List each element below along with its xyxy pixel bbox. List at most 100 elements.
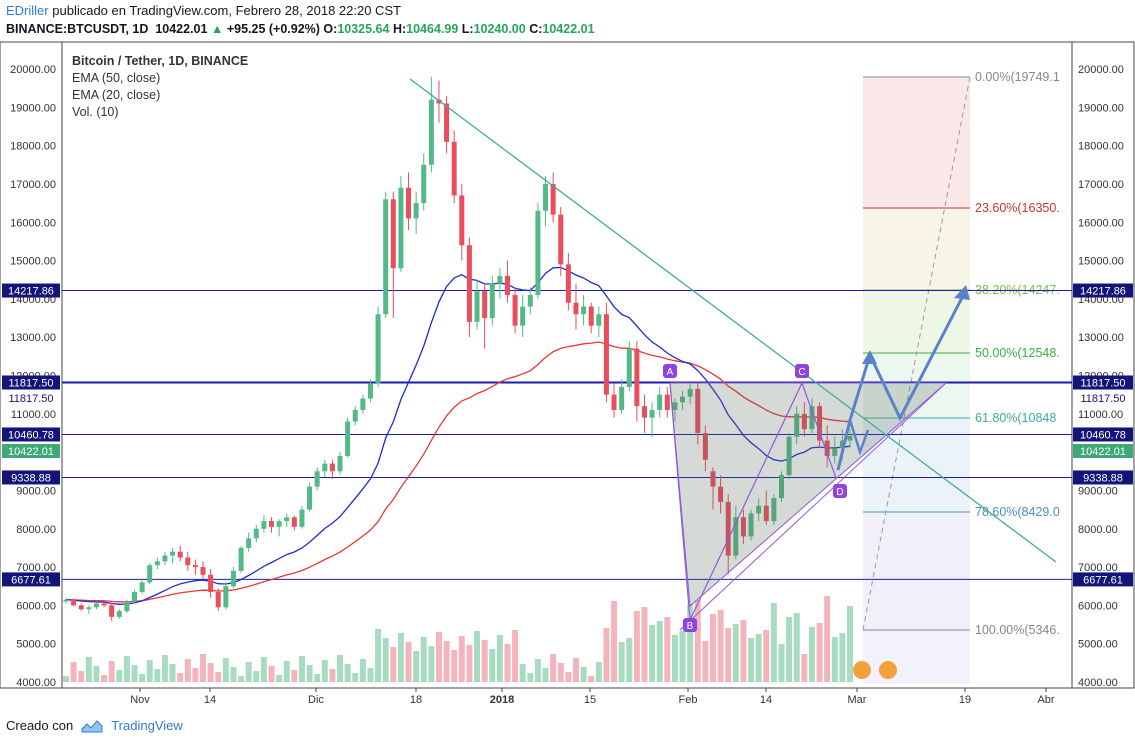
tradingview-logo-icon: [81, 719, 103, 732]
candle-body: [223, 586, 229, 608]
symbol-label: BINANCE:BTCUSDT, 1D: [6, 22, 149, 36]
low-value: 10240.00: [473, 22, 526, 36]
y-tick-label-right: 15000.00: [1078, 256, 1124, 268]
projection-arrow: [848, 419, 870, 456]
pattern-marker: [795, 364, 809, 378]
candle-body: [603, 314, 609, 395]
y-tick-label-left: 8000.00: [16, 524, 56, 536]
fib-label: 38.20%(14247.: [975, 283, 1060, 297]
volume-bar: [588, 676, 595, 682]
downtrend-line: [409, 78, 1057, 563]
y-tick-label-right: 7000.00: [1078, 562, 1118, 574]
volume-bar: [85, 657, 92, 682]
candle-body: [71, 599, 77, 606]
last-price: 10422.01: [155, 22, 208, 36]
volume-bar: [222, 658, 229, 682]
volume-bar: [557, 663, 564, 682]
y-tick-label-right: 4000.00: [1078, 677, 1118, 689]
volume-bar: [641, 607, 648, 682]
triangle-support: [679, 382, 947, 631]
price-level-tag-right: [1073, 572, 1133, 587]
candle-body: [413, 203, 419, 219]
candle-body: [558, 214, 564, 265]
y-tick-label-left: 16000.00: [10, 217, 56, 229]
candle-body: [725, 501, 731, 556]
volume-bar: [306, 665, 313, 682]
legend-ema20: EMA (20, close): [72, 88, 161, 102]
publish-info: publicado en TradingView.com, Febrero 28…: [52, 3, 402, 18]
volume-bar: [93, 666, 100, 682]
volume-bar: [496, 635, 503, 682]
fib-label: 50.00%(12548.: [975, 346, 1060, 360]
candle-body: [154, 561, 160, 566]
candle-body: [695, 388, 701, 433]
high-label: H:: [392, 22, 407, 36]
legend-title: Bitcoin / Tether, 1D, BINANCE: [72, 54, 249, 68]
volume-bar: [725, 628, 732, 682]
y-tick-label-right: 19000.00: [1078, 102, 1124, 114]
candle-body: [185, 557, 191, 566]
x-tick-label: 14: [204, 694, 216, 706]
volume-bar: [687, 604, 694, 682]
candle-body: [208, 574, 214, 592]
candle-body: [588, 306, 594, 326]
candle-body: [375, 314, 381, 384]
volume-bar: [78, 671, 85, 682]
pattern-marker: [683, 618, 697, 632]
candle-body: [543, 183, 549, 211]
event-flag-icon: [879, 661, 897, 679]
candle-body: [786, 436, 792, 476]
candle-body: [718, 486, 724, 502]
volume-bar: [595, 662, 602, 682]
volume-bar: [329, 669, 336, 682]
price-level-label-left: 9338.88: [11, 472, 51, 484]
price-level-tag-left: [2, 427, 60, 442]
open-value: 10325.64: [337, 22, 390, 36]
volume-bar: [649, 625, 656, 682]
volume-bar: [702, 641, 709, 682]
candle-body: [504, 275, 510, 296]
symbol-ohlc-bar: BINANCE:BTCUSDT, 1D 10422.01 ▲ +95.25 (+…: [6, 22, 595, 36]
price-level-label-left: 6677.61: [11, 574, 51, 586]
y-tick-label-right: 18000.00: [1078, 141, 1124, 153]
y-tick-label-left: 18000.00: [10, 141, 56, 153]
y-tick-label-right: 13000.00: [1078, 332, 1124, 344]
volume-bar: [527, 673, 534, 682]
fib-label: 78.60%(8429.0: [975, 505, 1060, 519]
candle-body: [474, 291, 480, 322]
volume-bar: [161, 655, 168, 682]
author-link[interactable]: EDriller: [6, 3, 49, 18]
volume-bar: [215, 672, 222, 682]
price-level-label-left: 11817.50: [8, 393, 53, 405]
x-tick-label: Nov: [130, 694, 150, 706]
x-tick-label: Mar: [848, 694, 867, 706]
volume-bar: [101, 675, 108, 682]
legend-volume: Vol. (10): [72, 105, 119, 119]
volume-bar: [458, 636, 465, 682]
volume-bar: [139, 674, 146, 682]
volume-bar: [245, 662, 252, 682]
pattern-marker-label: D: [836, 487, 843, 498]
volume-bar: [200, 654, 207, 682]
candle-body: [78, 605, 84, 610]
volume-bar: [572, 658, 579, 682]
candle-body: [147, 565, 153, 583]
tradingview-link[interactable]: TradingView: [111, 718, 183, 733]
candle-body: [246, 538, 252, 548]
last-price-label-right: 10422.01: [1080, 446, 1126, 458]
price-level-tag-left: [2, 470, 60, 485]
candle-body: [634, 348, 640, 407]
volume-bar: [146, 660, 153, 682]
volume-bar: [512, 630, 519, 682]
volume-bar: [123, 656, 130, 682]
volume-bar: [435, 632, 442, 682]
candle-body: [778, 475, 784, 499]
candle-body: [657, 394, 663, 410]
candle-body: [763, 505, 769, 522]
candle-body: [261, 521, 267, 529]
price-level-tag-right: [1073, 470, 1133, 485]
arrow-head: [954, 285, 970, 300]
y-tick-label-left: 5000.00: [16, 639, 56, 651]
x-tick-label: Abr: [1037, 694, 1054, 706]
